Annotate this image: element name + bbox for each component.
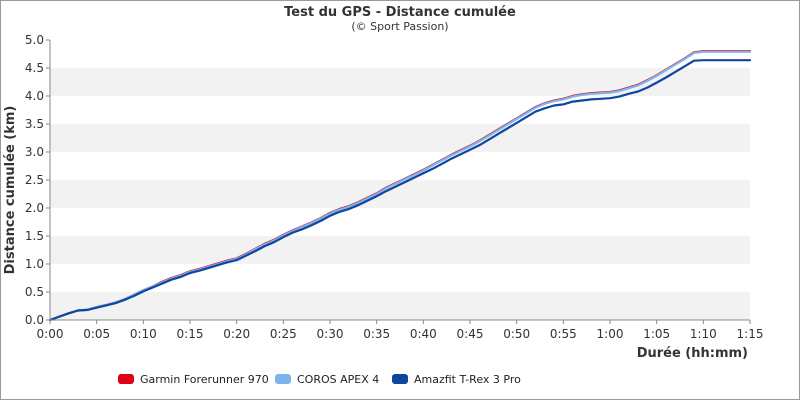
grid-band [50,124,750,152]
grid-band [50,208,750,236]
series-layer [48,50,752,322]
x-tick-label: 0:30 [317,327,344,341]
grid-band [50,152,750,180]
x-tick-label: 0:50 [503,327,530,341]
grid-band [50,264,750,292]
legend: Garmin Forerunner 970 COROS APEX 4 Amazfit… [118,373,521,386]
legend-swatch[interactable] [392,374,408,384]
x-tick-label: 1:10 [690,327,717,341]
x-axis-title: Durée (hh:mm) [637,346,748,361]
grid-band [50,68,750,96]
x-tick-label: 0:55 [550,327,577,341]
x-tick-label: 0:10 [130,327,157,341]
x-tick-label: 0:25 [270,327,297,341]
x-tick-label: 1:05 [643,327,670,341]
y-tick-label: 2.5 [25,173,44,187]
x-tick-label: 0:40 [410,327,437,341]
y-tick-label: 0.0 [25,313,44,327]
legend-label[interactable]: Amazfit T-Rex 3 Pro [414,373,521,386]
legend-label[interactable]: Garmin Forerunner 970 [140,373,269,386]
grid-band [50,236,750,264]
y-tick-label: 0.5 [25,285,44,299]
y-tick-labels: 0.0 0.5 1.0 1.5 2.0 2.5 3.0 3.5 4.0 4.5 5.0 [25,33,50,327]
legend-label[interactable]: COROS APEX 4 [297,373,379,386]
x-tick-label: 0:45 [457,327,484,341]
y-tick-label: 5.0 [25,33,44,47]
grid-band [50,292,750,320]
x-tick-label: 1:15 [737,327,764,341]
x-tick-label: 1:00 [597,327,624,341]
x-tick-label: 0:00 [37,327,64,341]
x-tick-label: 0:05 [83,327,110,341]
x-tick-label: 0:35 [363,327,390,341]
legend-swatch[interactable] [118,374,134,384]
y-tick-label: 1.0 [25,257,44,271]
series-line-3 [48,59,752,322]
y-tick-label: 2.0 [25,201,44,215]
x-tick-label: 0:20 [223,327,250,341]
legend-swatch[interactable] [275,374,291,384]
y-tick-label: 1.5 [25,229,44,243]
x-tick-labels: 0:00 0:05 0:10 0:15 0:20 0:25 0:30 0:35 0:40 0:45… [37,320,764,341]
grid-band [50,96,750,124]
grid-band [50,40,750,68]
y-tick-label: 4.5 [25,61,44,75]
y-tick-label: 3.5 [25,117,44,131]
y-axis-title: Distance cumulée (km) [3,106,18,275]
y-tick-label: 3.0 [25,145,44,159]
chart-subtitle: (© Sport Passion) [351,20,448,33]
y-tick-label: 4.0 [25,89,44,103]
x-tick-label: 0:15 [177,327,204,341]
chart-title: Test du GPS - Distance cumulée [284,5,516,20]
